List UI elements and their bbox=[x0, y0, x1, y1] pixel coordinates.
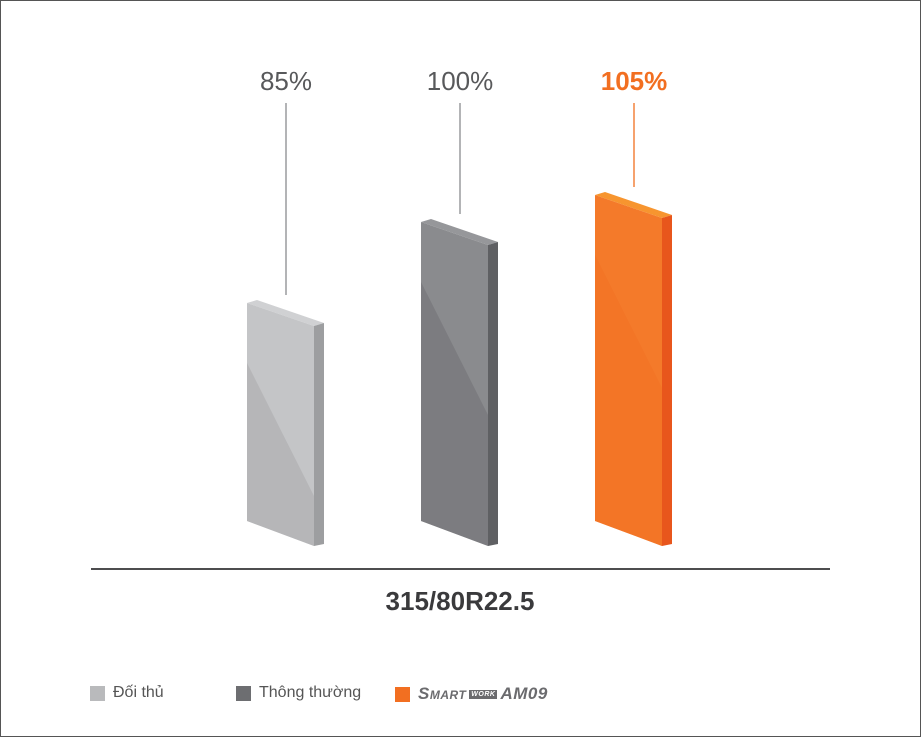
bar-side-face bbox=[488, 242, 498, 546]
bar-top-face bbox=[421, 219, 498, 245]
bar-shading bbox=[595, 255, 662, 546]
bar-shading bbox=[421, 282, 488, 546]
legend-item-smartwork: Smart WORK AM09 bbox=[395, 684, 548, 704]
legend-swatch bbox=[395, 686, 410, 702]
value-label: 105% bbox=[601, 66, 668, 96]
bar-side-face bbox=[662, 215, 672, 546]
bar-top-face bbox=[247, 300, 324, 326]
legend-label: Đối thủ bbox=[113, 684, 164, 701]
category-label: 315/80R22.5 bbox=[386, 586, 535, 616]
value-label: 100% bbox=[427, 66, 494, 96]
value-label: 85% bbox=[260, 66, 312, 96]
legend-swatch bbox=[236, 685, 251, 701]
legend-swatch bbox=[90, 685, 105, 701]
bar-side-face bbox=[314, 323, 324, 546]
legend-label: Thông thường bbox=[259, 684, 362, 701]
bar-shading bbox=[247, 363, 314, 546]
legend-item-competitor: Đối thủ bbox=[90, 684, 164, 702]
legend-item-standard: Thông thường bbox=[236, 684, 361, 702]
bar-top-face bbox=[595, 192, 672, 218]
smartwork-logo: Smart WORK AM09 bbox=[418, 684, 548, 703]
